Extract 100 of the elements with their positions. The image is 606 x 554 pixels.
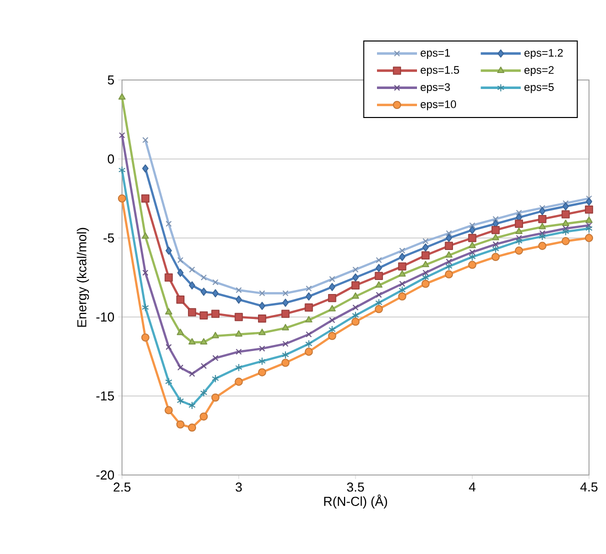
point bbox=[469, 222, 476, 228]
point bbox=[562, 220, 570, 226]
point bbox=[142, 303, 149, 312]
point bbox=[281, 358, 290, 367]
point bbox=[141, 194, 150, 203]
point bbox=[492, 226, 500, 234]
point bbox=[586, 198, 592, 206]
point bbox=[328, 304, 336, 312]
point bbox=[562, 210, 570, 218]
point bbox=[258, 314, 266, 323]
point bbox=[514, 220, 524, 228]
point bbox=[165, 308, 172, 315]
point bbox=[468, 242, 476, 248]
point bbox=[164, 273, 173, 282]
point bbox=[352, 292, 360, 299]
y-tick-label: 5 bbox=[108, 75, 114, 84]
point bbox=[176, 296, 184, 304]
point bbox=[351, 281, 360, 290]
point bbox=[398, 262, 406, 271]
point bbox=[304, 348, 313, 356]
point bbox=[586, 222, 592, 228]
point bbox=[562, 237, 570, 246]
point bbox=[142, 232, 149, 239]
point bbox=[375, 281, 382, 288]
y-tick-label: -5 bbox=[104, 233, 114, 242]
point bbox=[329, 276, 336, 282]
point bbox=[584, 234, 594, 242]
point bbox=[446, 230, 452, 236]
point bbox=[329, 317, 336, 324]
point bbox=[515, 237, 523, 246]
point bbox=[118, 194, 126, 203]
point bbox=[328, 332, 336, 340]
y-tick-label: -20 bbox=[96, 470, 114, 480]
point bbox=[468, 260, 476, 269]
point bbox=[446, 234, 452, 242]
point bbox=[538, 214, 546, 224]
point bbox=[212, 355, 218, 362]
point bbox=[445, 251, 453, 258]
point bbox=[585, 216, 593, 223]
point bbox=[328, 294, 336, 302]
point bbox=[236, 287, 242, 294]
point bbox=[351, 318, 360, 326]
y-tick-label: 0 bbox=[108, 154, 114, 164]
point bbox=[422, 260, 430, 268]
point bbox=[398, 270, 406, 277]
point bbox=[374, 304, 383, 314]
point bbox=[200, 288, 207, 296]
x-tick-label: 2.5 bbox=[114, 482, 130, 492]
x-tick-label: 3 bbox=[236, 482, 242, 492]
point bbox=[234, 312, 243, 322]
point bbox=[259, 290, 266, 296]
point bbox=[212, 279, 218, 286]
point bbox=[585, 224, 593, 233]
point bbox=[398, 292, 406, 301]
point bbox=[352, 304, 359, 311]
point bbox=[258, 357, 266, 366]
y-axis-title: Energy (kcal/mol) bbox=[76, 228, 89, 327]
point bbox=[562, 225, 569, 232]
x-tick-label: 4.5 bbox=[580, 482, 598, 492]
point bbox=[422, 243, 429, 252]
point bbox=[562, 202, 569, 210]
legend-label: eps=3 bbox=[420, 83, 450, 94]
legend-label: eps=1.2 bbox=[524, 48, 563, 59]
point bbox=[374, 272, 383, 280]
point bbox=[200, 311, 208, 320]
legend-label: eps=1 bbox=[420, 49, 450, 59]
point bbox=[444, 242, 453, 250]
point bbox=[282, 324, 290, 330]
point bbox=[188, 308, 196, 316]
point bbox=[188, 423, 196, 432]
point bbox=[142, 270, 148, 276]
point bbox=[282, 290, 288, 296]
y-tick-label: -15 bbox=[96, 391, 114, 400]
point bbox=[376, 292, 382, 298]
point bbox=[236, 296, 242, 304]
point bbox=[538, 232, 546, 240]
x-tick-label: 3.5 bbox=[347, 482, 364, 492]
point bbox=[176, 396, 184, 405]
point bbox=[352, 266, 359, 273]
point bbox=[469, 226, 476, 234]
y-tick-label: -10 bbox=[96, 312, 114, 322]
point bbox=[235, 330, 242, 337]
point bbox=[235, 363, 242, 372]
point bbox=[212, 289, 219, 298]
point bbox=[586, 195, 592, 202]
point bbox=[189, 370, 196, 377]
point bbox=[444, 270, 453, 278]
point bbox=[492, 216, 499, 222]
point bbox=[516, 210, 522, 216]
point bbox=[539, 230, 546, 236]
point bbox=[492, 244, 500, 254]
point bbox=[189, 266, 196, 273]
point bbox=[166, 246, 172, 255]
point bbox=[539, 207, 546, 216]
point bbox=[258, 302, 266, 310]
point bbox=[188, 338, 196, 345]
point bbox=[142, 136, 148, 144]
point bbox=[282, 298, 289, 307]
point bbox=[166, 220, 172, 227]
point bbox=[177, 257, 184, 264]
